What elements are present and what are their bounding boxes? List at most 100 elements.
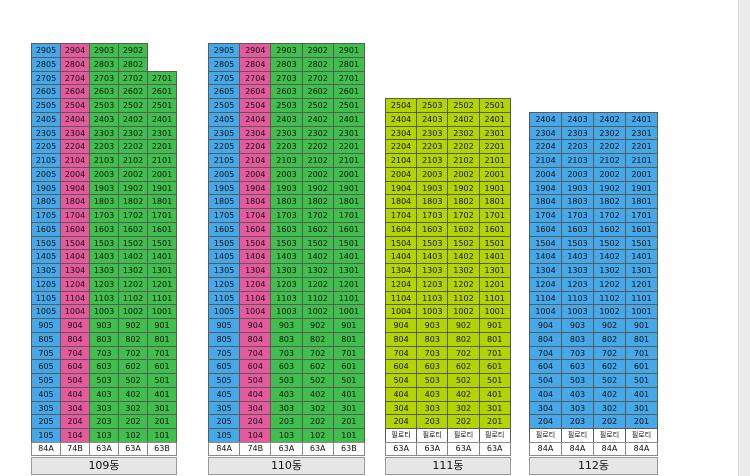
unit-cell[interactable]: 1604 (385, 221, 418, 237)
unit-cell[interactable]: 303 (416, 400, 449, 416)
unit-cell[interactable]: 1605 (208, 221, 241, 237)
unit-cell[interactable]: 1301 (332, 263, 365, 278)
unit-cell[interactable]: 2404 (529, 111, 562, 127)
unit-cell[interactable]: 403 (270, 386, 303, 402)
unit-cell[interactable]: 105 (208, 428, 241, 443)
unit-cell[interactable]: 204 (529, 414, 562, 429)
unit-cell[interactable]: 2404 (239, 111, 272, 127)
unit-cell[interactable]: 804 (385, 331, 418, 347)
unit-cell[interactable]: 104 (239, 428, 272, 443)
unit-cell[interactable]: 204 (385, 414, 418, 429)
unit-cell[interactable]: 1404 (385, 249, 418, 264)
unit-cell[interactable]: 1502 (593, 235, 626, 251)
unit-cell[interactable]: 1702 (301, 208, 334, 223)
unit-cell[interactable]: 2304 (529, 125, 562, 141)
unit-cell[interactable]: 205 (208, 414, 241, 429)
unit-cell[interactable]: 1903 (561, 180, 594, 196)
unit-cell[interactable]: 802 (301, 331, 334, 347)
unit-cell[interactable]: 701 (147, 345, 177, 361)
unit-cell[interactable]: 501 (332, 373, 365, 388)
unit-cell[interactable]: 1001 (478, 304, 511, 319)
unit-cell[interactable]: 302 (118, 400, 148, 416)
unit-cell[interactable]: 1101 (147, 290, 177, 306)
unit-cell[interactable]: 801 (147, 331, 177, 347)
unit-cell[interactable]: 1703 (561, 208, 594, 223)
unit-cell[interactable]: 2601 (332, 84, 365, 99)
unit-cell[interactable]: 1304 (385, 263, 418, 278)
unit-cell[interactable]: 2301 (625, 125, 658, 141)
unit-cell[interactable]: 2602 (301, 84, 334, 99)
unit-cell[interactable]: 104 (60, 428, 90, 443)
unit-cell[interactable]: 1404 (239, 249, 272, 264)
unit-cell[interactable]: 2005 (208, 166, 241, 182)
unit-cell[interactable]: 1902 (301, 180, 334, 196)
unit-cell[interactable]: 2605 (208, 84, 241, 99)
unit-cell[interactable]: 2204 (385, 139, 418, 154)
unit-cell[interactable]: 904 (60, 318, 90, 333)
unit-cell[interactable]: 604 (239, 359, 272, 374)
unit-cell[interactable]: 1403 (270, 249, 303, 264)
unit-cell[interactable]: 2402 (593, 111, 626, 127)
unit-cell[interactable]: 1901 (147, 180, 177, 196)
unit-cell[interactable]: 203 (270, 414, 303, 429)
unit-cell[interactable]: 1702 (447, 208, 480, 223)
unit-cell[interactable]: 2305 (208, 125, 241, 141)
unit-cell[interactable]: 1904 (239, 180, 272, 196)
unit-cell[interactable]: 1701 (147, 208, 177, 223)
unit-cell[interactable]: 1102 (593, 290, 626, 306)
unit-cell[interactable]: 1004 (239, 304, 272, 319)
unit-cell[interactable]: 1202 (118, 276, 148, 292)
unit-cell[interactable]: 1603 (416, 221, 449, 237)
unit-cell[interactable]: 802 (118, 331, 148, 347)
unit-cell[interactable]: 1001 (625, 304, 658, 319)
unit-cell[interactable]: 2105 (31, 153, 61, 168)
unit-cell[interactable]: 1704 (239, 208, 272, 223)
unit-cell[interactable]: 2702 (118, 70, 148, 86)
unit-cell[interactable]: 2303 (416, 125, 449, 141)
unit-cell[interactable]: 1402 (118, 249, 148, 264)
unit-cell[interactable]: 202 (447, 414, 480, 429)
unit-cell[interactable]: 404 (529, 386, 562, 402)
unit-cell[interactable]: 1903 (270, 180, 303, 196)
unit-cell[interactable]: 1004 (60, 304, 90, 319)
unit-cell[interactable]: 602 (118, 359, 148, 374)
unit-cell[interactable]: 2001 (478, 166, 511, 182)
unit-cell[interactable]: 1201 (478, 276, 511, 292)
unit-cell[interactable]: 1303 (416, 263, 449, 278)
unit-cell[interactable]: 1205 (31, 276, 61, 292)
unit-cell[interactable]: 1103 (561, 290, 594, 306)
unit-cell[interactable]: 701 (332, 345, 365, 361)
unit-cell[interactable]: 1203 (561, 276, 594, 292)
unit-cell[interactable]: 1402 (593, 249, 626, 264)
unit-cell[interactable]: 1501 (625, 235, 658, 251)
unit-cell[interactable]: 302 (447, 400, 480, 416)
unit-cell[interactable]: 1802 (301, 194, 334, 209)
unit-cell[interactable]: 403 (89, 386, 119, 402)
unit-cell[interactable]: 2304 (385, 125, 418, 141)
unit-cell[interactable]: 803 (89, 331, 119, 347)
unit-cell[interactable]: 1703 (270, 208, 303, 223)
unit-cell[interactable]: 2401 (332, 111, 365, 127)
unit-cell[interactable]: 601 (478, 359, 511, 374)
unit-cell[interactable]: 1604 (529, 221, 562, 237)
unit-cell[interactable]: 1103 (416, 290, 449, 306)
unit-cell[interactable]: 2104 (529, 153, 562, 168)
unit-cell[interactable]: 605 (208, 359, 241, 374)
unit-cell[interactable]: 1302 (118, 263, 148, 278)
unit-cell[interactable]: 2204 (60, 139, 90, 154)
unit-cell[interactable]: 1205 (208, 276, 241, 292)
unit-cell[interactable]: 2602 (118, 84, 148, 99)
unit-cell[interactable]: 1603 (270, 221, 303, 237)
unit-cell[interactable]: 201 (332, 414, 365, 429)
unit-cell[interactable]: 101 (332, 428, 365, 443)
unit-cell[interactable]: 2304 (60, 125, 90, 141)
unit-cell[interactable]: 604 (529, 359, 562, 374)
unit-cell[interactable]: 2104 (385, 153, 418, 168)
unit-cell[interactable]: 503 (561, 373, 594, 388)
unit-cell[interactable]: 1803 (561, 194, 594, 209)
unit-cell[interactable]: 603 (89, 359, 119, 374)
unit-cell[interactable]: 404 (385, 386, 418, 402)
unit-cell[interactable]: 2101 (147, 153, 177, 168)
unit-cell[interactable]: 1904 (529, 180, 562, 196)
unit-cell[interactable]: 1905 (31, 180, 61, 196)
